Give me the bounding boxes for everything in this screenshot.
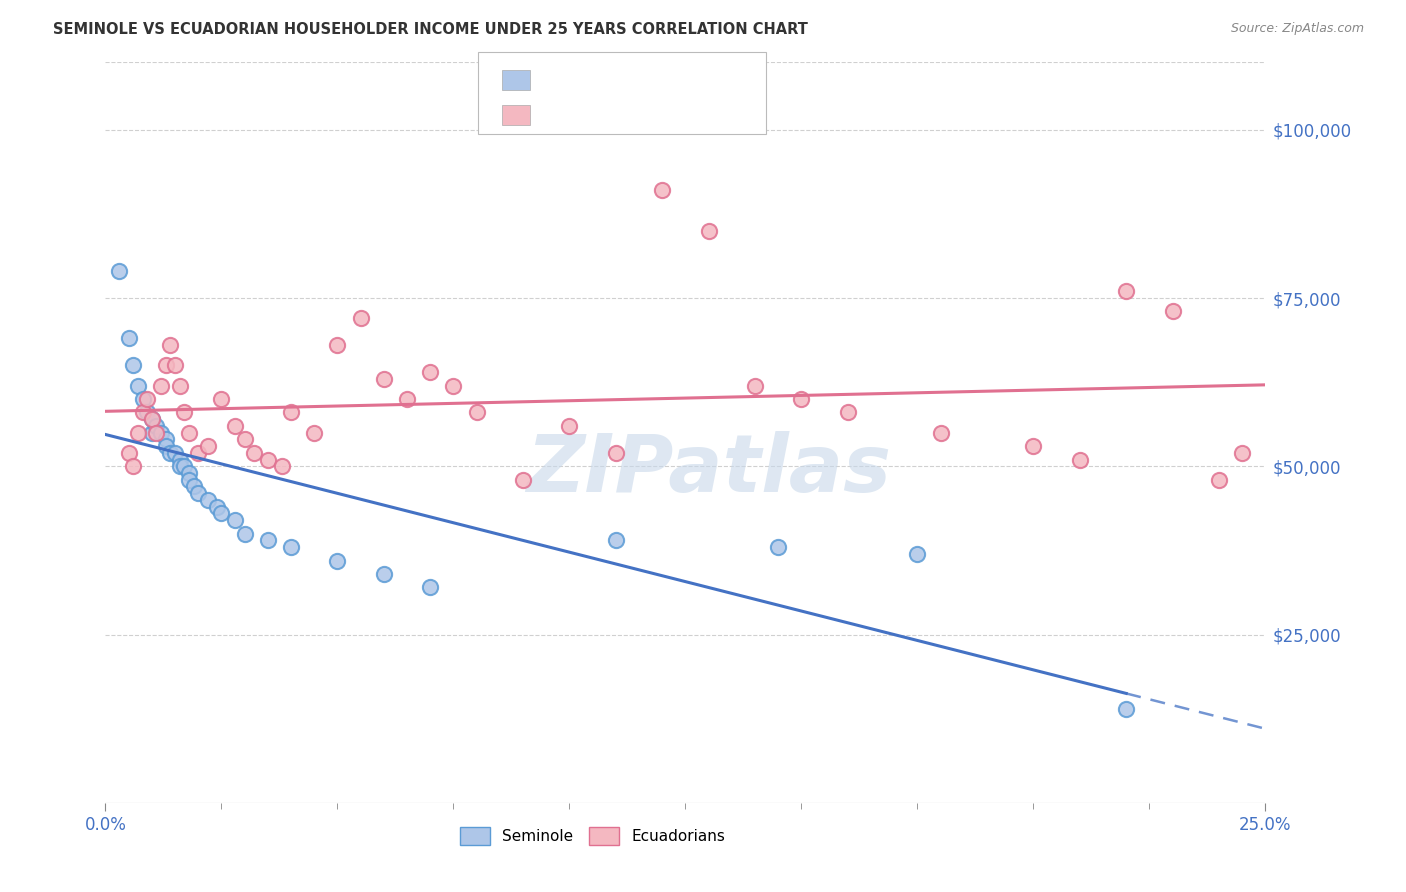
Point: [837, 405, 859, 419]
Point: [907, 547, 929, 561]
Point: [651, 183, 673, 197]
Text: ZIPatlas: ZIPatlas: [526, 431, 891, 508]
Point: [127, 425, 149, 440]
Point: [441, 378, 464, 392]
Point: [304, 425, 326, 440]
Point: [349, 311, 371, 326]
Point: [224, 418, 246, 433]
Point: [177, 425, 200, 440]
Point: [1069, 452, 1091, 467]
Point: [197, 439, 219, 453]
Point: [173, 459, 195, 474]
Point: [1232, 446, 1254, 460]
Point: [280, 405, 302, 419]
Point: [173, 405, 195, 419]
Legend: Seminole, Ecuadorians: Seminole, Ecuadorians: [454, 821, 731, 851]
Point: [145, 418, 167, 433]
Point: [177, 473, 200, 487]
Point: [243, 446, 266, 460]
Point: [744, 378, 766, 392]
Point: [558, 418, 581, 433]
Point: [768, 540, 790, 554]
Text: Source: ZipAtlas.com: Source: ZipAtlas.com: [1230, 22, 1364, 36]
Text: R =: R =: [544, 108, 578, 122]
Point: [136, 392, 159, 406]
Point: [150, 378, 173, 392]
Point: [145, 425, 167, 440]
Point: [233, 526, 256, 541]
Point: [326, 338, 349, 352]
Point: [697, 224, 720, 238]
Text: R =: R =: [544, 73, 578, 87]
Text: 35: 35: [689, 73, 710, 87]
Text: 0.185: 0.185: [579, 108, 627, 122]
Point: [224, 513, 246, 527]
Point: [169, 452, 191, 467]
Point: [1022, 439, 1045, 453]
Point: [159, 338, 181, 352]
Point: [163, 446, 186, 460]
Point: [1208, 473, 1230, 487]
Point: [150, 425, 173, 440]
Point: [122, 459, 145, 474]
Text: -0.294: -0.294: [579, 73, 634, 87]
Point: [155, 439, 177, 453]
Point: [136, 405, 159, 419]
Point: [127, 378, 149, 392]
Point: [187, 486, 209, 500]
Point: [512, 473, 534, 487]
Point: [326, 553, 349, 567]
Text: N =: N =: [654, 108, 697, 122]
Point: [159, 446, 181, 460]
Point: [205, 500, 228, 514]
Point: [270, 459, 292, 474]
Point: [177, 466, 200, 480]
Point: [373, 566, 395, 581]
Point: [141, 412, 163, 426]
Point: [118, 446, 141, 460]
Point: [187, 446, 209, 460]
Point: [929, 425, 952, 440]
Point: [1161, 304, 1184, 318]
Point: [141, 412, 163, 426]
Point: [605, 446, 627, 460]
Point: [211, 507, 233, 521]
Point: [131, 405, 153, 419]
Point: [118, 331, 141, 345]
Point: [122, 359, 145, 373]
Point: [257, 452, 280, 467]
Point: [233, 433, 256, 447]
Point: [155, 433, 177, 447]
Text: 46: 46: [689, 108, 710, 122]
Point: [108, 264, 131, 278]
Point: [1115, 701, 1137, 715]
Point: [419, 365, 441, 379]
Text: SEMINOLE VS ECUADORIAN HOUSEHOLDER INCOME UNDER 25 YEARS CORRELATION CHART: SEMINOLE VS ECUADORIAN HOUSEHOLDER INCOM…: [53, 22, 808, 37]
Point: [790, 392, 813, 406]
Point: [465, 405, 488, 419]
Point: [169, 378, 191, 392]
Point: [183, 479, 205, 493]
Point: [396, 392, 419, 406]
Point: [605, 533, 627, 548]
Point: [1115, 285, 1137, 299]
Point: [280, 540, 302, 554]
Point: [197, 492, 219, 507]
Point: [169, 459, 191, 474]
Point: [373, 372, 395, 386]
Point: [257, 533, 280, 548]
Point: [419, 581, 441, 595]
Point: [163, 359, 186, 373]
Point: [211, 392, 233, 406]
Text: N =: N =: [654, 73, 697, 87]
Point: [131, 392, 153, 406]
Point: [141, 425, 163, 440]
Point: [155, 359, 177, 373]
